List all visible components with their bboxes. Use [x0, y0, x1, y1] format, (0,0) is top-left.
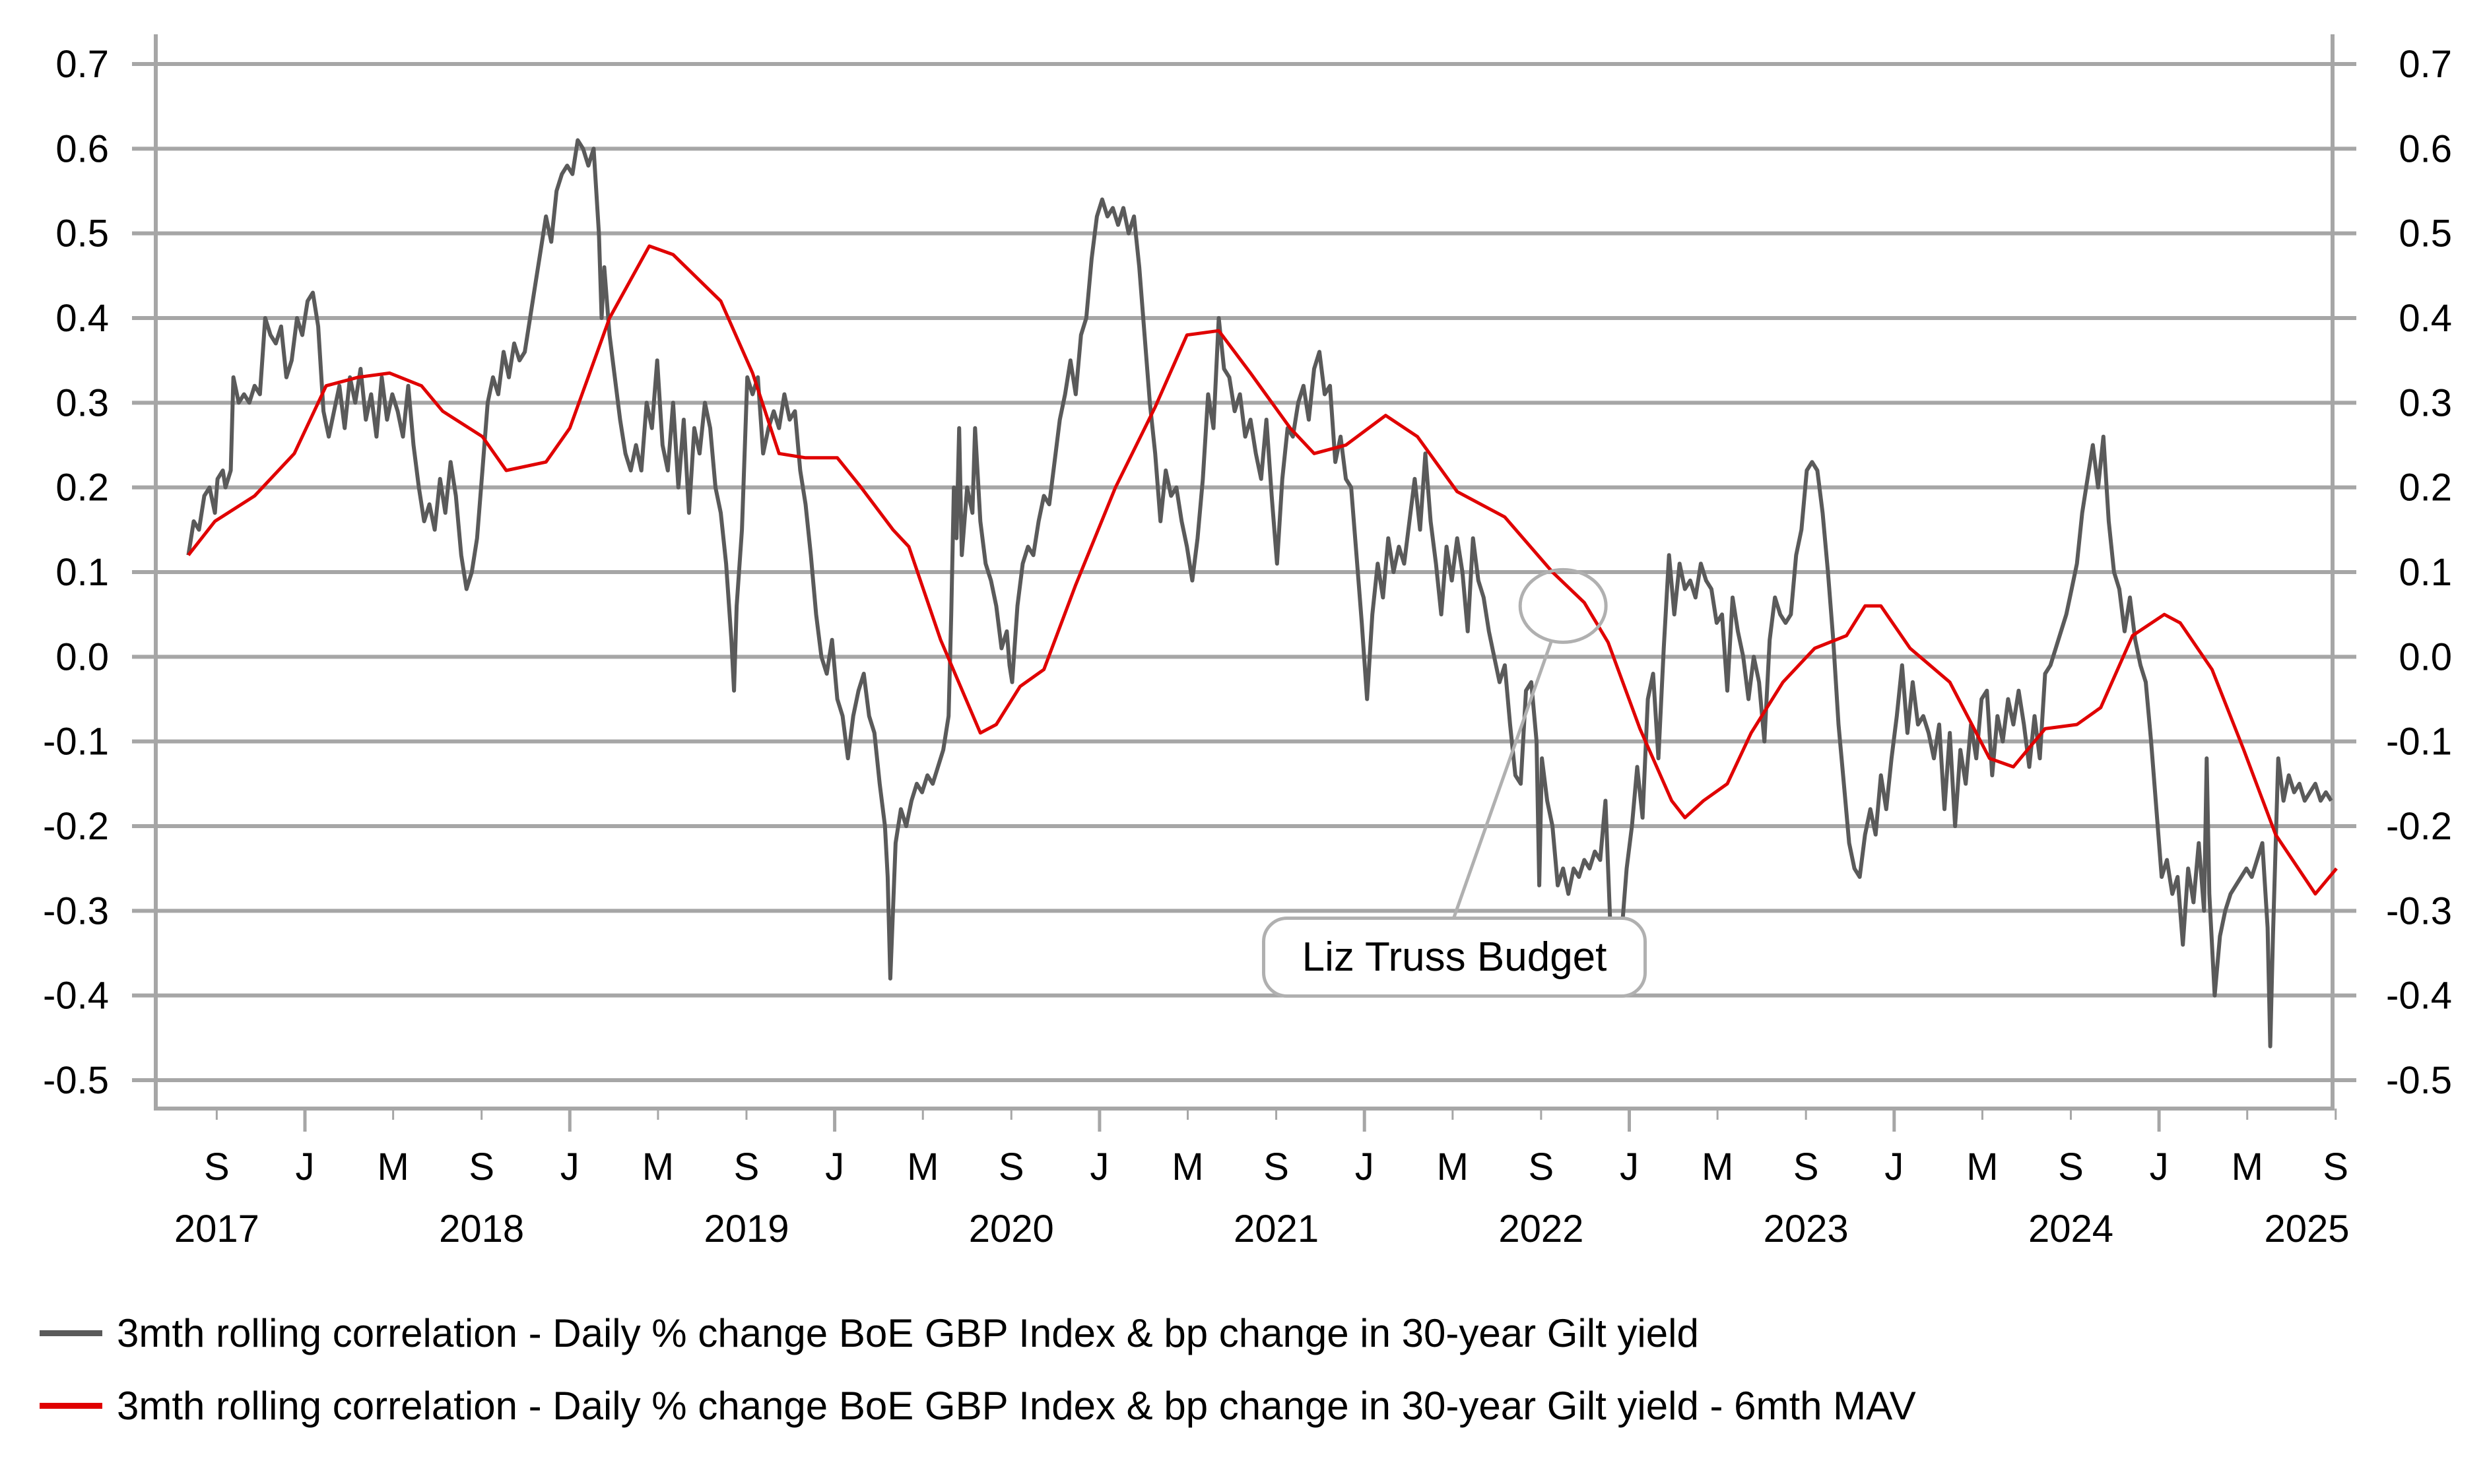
x-year-label: 2018 [439, 1208, 524, 1250]
annotation-group [1452, 567, 1608, 918]
x-tick-label: J [1884, 1145, 1904, 1188]
y-tick-label-right: -0.5 [2386, 1059, 2452, 1102]
y-tick-label: 0.6 [55, 127, 109, 170]
legend-item-correlation: 3mth rolling correlation - Daily % chang… [40, 1297, 1916, 1369]
legend-label: 3mth rolling correlation - Daily % chang… [117, 1310, 1699, 1355]
x-year-label: 2023 [1764, 1208, 1849, 1250]
y-tick-label: 0.0 [55, 635, 109, 678]
x-tick-label: M [1172, 1145, 1203, 1188]
x-year-label: 2017 [174, 1208, 259, 1250]
y-tick-label-right: 0.1 [2399, 551, 2452, 594]
x-tick-label: S [1793, 1145, 1819, 1188]
gridlines [132, 62, 2356, 1082]
x-tick-label: S [469, 1145, 494, 1188]
y-tick-label-right: -0.1 [2386, 721, 2452, 763]
x-tick-label: M [1966, 1145, 1998, 1188]
legend-swatch-gray [40, 1330, 102, 1336]
y-tick-label: 0.1 [55, 551, 109, 594]
y-tick-label-right: 0.2 [2399, 467, 2452, 509]
y-tick-label: -0.1 [43, 721, 109, 763]
y-tick-label: -0.3 [43, 889, 109, 932]
y-tick-label: 0.3 [55, 381, 109, 424]
x-year-label: 2021 [1234, 1208, 1319, 1250]
x-tick-label: S [2323, 1145, 2348, 1188]
y-tick-label: 0.4 [55, 297, 109, 340]
series-group [186, 138, 2338, 1048]
y-tick-label-right: -0.3 [2386, 889, 2452, 932]
axes [154, 34, 2335, 1111]
legend-item-mav: 3mth rolling correlation - Daily % chang… [40, 1369, 1916, 1442]
x-tick-label: S [999, 1145, 1024, 1188]
annotation-leader-line [1452, 641, 1553, 918]
legend-label: 3mth rolling correlation - Daily % chang… [117, 1383, 1916, 1428]
y-axis-left: 0.7 0.6 0.5 0.4 0.3 0.2 0.1 0.0 -0.1 -0.2 -0.3 -0.4… [43, 43, 109, 1102]
x-tick-label: J [1620, 1145, 1639, 1188]
y-tick-label-right: 0.7 [2399, 43, 2452, 86]
y-tick-label: -0.2 [43, 805, 109, 848]
x-tick-label: M [1702, 1145, 1733, 1188]
x-axis: S J M S J M S J M S J M S J M S J M S J M S J M S 2017 2018 2019 202… [174, 1109, 2350, 1250]
y-tick-label-right: -0.2 [2386, 805, 2452, 848]
y-tick-label: -0.4 [43, 975, 109, 1017]
y-tick-label-right: 0.3 [2399, 381, 2452, 424]
x-tick-label: J [1090, 1145, 1109, 1188]
x-year-label: 2020 [969, 1208, 1054, 1250]
legend: 3mth rolling correlation - Daily % chang… [40, 1297, 1916, 1442]
x-tick-label: S [204, 1145, 230, 1188]
chart-plot: 0.7 0.6 0.5 0.4 0.3 0.2 0.1 0.0 -0.1 -0.2 -0.3 -0.4… [43, 34, 2452, 1250]
y-tick-label: -0.5 [43, 1059, 109, 1102]
y-tick-label: 0.2 [55, 467, 109, 509]
x-tick-label: J [296, 1145, 315, 1188]
legend-swatch-red [40, 1402, 102, 1409]
x-tick-label: J [2150, 1145, 2169, 1188]
annotation-circle [1518, 567, 1608, 644]
y-tick-label-right: -0.4 [2386, 975, 2452, 1017]
y-axis-right: 0.7 0.6 0.5 0.4 0.3 0.2 0.1 0.0 -0.1 -0.2 -0.3 -0.4… [2386, 43, 2452, 1102]
x-tick-label: S [734, 1145, 760, 1188]
x-year-label: 2022 [1498, 1208, 1583, 1250]
x-tick-label: M [2232, 1145, 2263, 1188]
x-year-label: 2025 [2264, 1208, 2349, 1250]
x-tick-label: J [560, 1145, 580, 1188]
x-tick-label: S [1263, 1145, 1289, 1188]
x-tick-label: S [1529, 1145, 1554, 1188]
x-year-label: 2024 [2028, 1208, 2113, 1250]
y-tick-label-right: 0.6 [2399, 127, 2452, 170]
x-tick-label: M [377, 1145, 409, 1188]
y-tick-label: 0.7 [55, 43, 109, 86]
x-tick-label: S [2058, 1145, 2084, 1188]
y-tick-label-right: 0.0 [2399, 635, 2452, 678]
y-tick-label-right: 0.4 [2399, 297, 2452, 340]
x-year-label: 2019 [704, 1208, 789, 1250]
x-tick-label: M [907, 1145, 939, 1188]
series-line-mav [187, 244, 2338, 896]
x-tick-label: J [1355, 1145, 1374, 1188]
annotation-label: Liz Truss Budget [1302, 934, 1607, 980]
y-tick-label: 0.5 [55, 212, 109, 255]
annotation-callout: Liz Truss Budget [1262, 917, 1647, 998]
series-line-correlation [186, 138, 2333, 1048]
y-tick-label-right: 0.5 [2399, 212, 2452, 255]
x-tick-label: M [642, 1145, 674, 1188]
x-tick-label: M [1437, 1145, 1469, 1188]
x-tick-label: J [825, 1145, 844, 1188]
